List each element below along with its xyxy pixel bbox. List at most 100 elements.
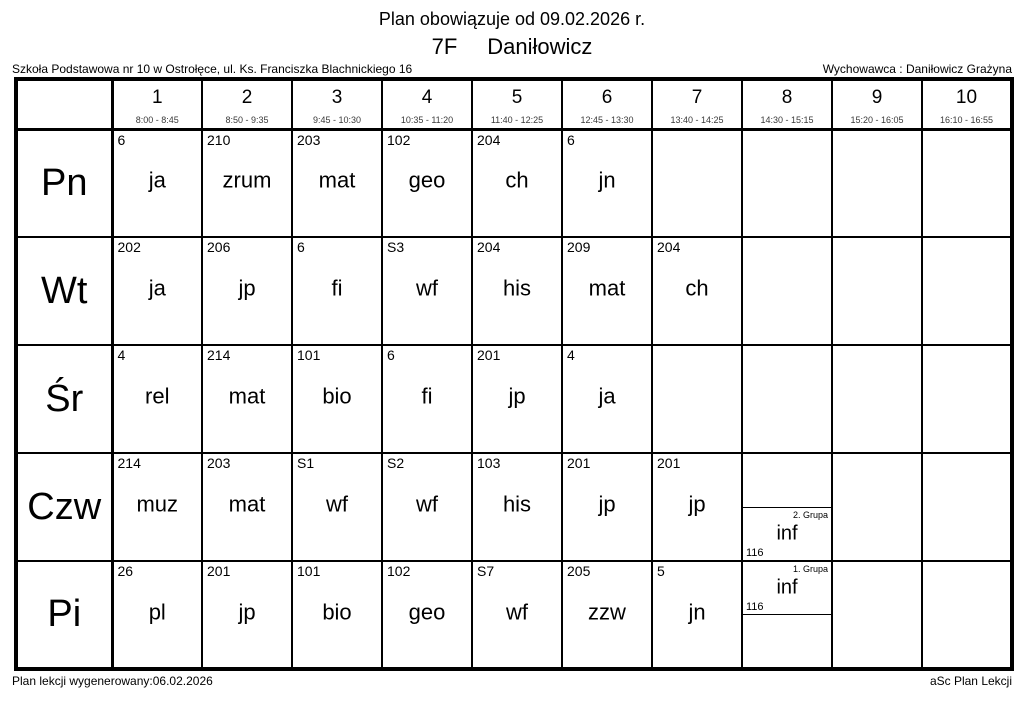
lesson-subject: muz (136, 491, 179, 517)
lesson-subject: geo (408, 598, 446, 624)
lesson-room: 204 (657, 239, 681, 255)
lesson-room: S2 (387, 455, 405, 471)
lesson-subject: rel (145, 383, 170, 409)
lesson-cell: 6 fi (381, 344, 473, 454)
lesson-room: 205 (567, 563, 591, 579)
day-label-czw: Czw (15, 452, 114, 562)
lesson-subject: zrum (222, 167, 272, 193)
period-number: 3 (331, 87, 343, 109)
period-number: 5 (511, 87, 523, 109)
lesson-subject: his (502, 275, 532, 301)
period-number: 4 (421, 87, 433, 109)
lesson-cell: S2 wf (381, 452, 473, 562)
lesson-room: 102 (387, 131, 411, 148)
day-label-wt: Wt (15, 236, 114, 346)
lesson-subject: fi (421, 383, 433, 409)
period-header: 9 15:20 - 16:05 (831, 78, 923, 131)
empty-cell (921, 128, 1013, 238)
lesson-room: 214 (117, 455, 141, 471)
lesson-room: S7 (477, 563, 495, 579)
lesson-cell: 202 ja (111, 236, 203, 346)
lesson-subject: bio (322, 383, 352, 409)
lesson-subject: jp (238, 275, 256, 301)
lesson-subject: wf (416, 491, 438, 517)
period-header: 2 8:50 - 9:35 (201, 78, 293, 131)
lesson-subject: mat (228, 491, 266, 517)
period-header: 10 16:10 - 16:55 (921, 78, 1013, 131)
lesson-cell: 201 jp (201, 560, 293, 670)
period-number: 8 (781, 87, 793, 109)
lesson-subject: jn (688, 598, 706, 624)
lesson-room: 6 (387, 347, 395, 363)
lesson-room: 116 (746, 601, 764, 613)
empty-cell (921, 452, 1013, 562)
lesson-subject: geo (408, 167, 446, 193)
lesson-cell: 102 geo (381, 128, 473, 238)
period-number: 10 (955, 87, 978, 109)
lesson-subject: jp (238, 598, 256, 624)
lesson-subject: wf (506, 598, 528, 624)
lesson-cell: S3 wf (381, 236, 473, 346)
lesson-subject: ja (598, 383, 616, 409)
lesson-subject: wf (326, 491, 348, 517)
lesson-cell: 210 zrum (201, 128, 293, 238)
lesson-room: 209 (567, 239, 591, 255)
lesson-subject: jp (688, 491, 706, 517)
lesson-room: 6 (297, 239, 305, 255)
lesson-room: 206 (207, 239, 231, 255)
lesson-room: 201 (207, 563, 231, 579)
lesson-cell: 201 jp (651, 452, 743, 562)
period-time: 12:45 - 13:30 (580, 115, 634, 126)
period-time: 11:40 - 12:25 (490, 115, 544, 126)
period-header: 5 11:40 - 12:25 (471, 78, 563, 131)
timetable-row-sr: Śr 4 rel 214 mat 101 bio 6 fi 201 jp 4 ja (15, 344, 1013, 454)
lesson-cell: S1 wf (291, 452, 383, 562)
timetable-row-pi: Pi 26 pl 201 jp 101 bio 102 geo S7 wf 205 zzw … (15, 560, 1013, 670)
lesson-subject: mat (588, 275, 626, 301)
empty-cell (831, 452, 923, 562)
lesson-room: 214 (207, 347, 231, 363)
lesson-subject: wf (416, 275, 438, 301)
period-number: 2 (241, 87, 253, 109)
empty-cell (651, 344, 743, 454)
lesson-room: 210 (207, 131, 231, 148)
group-label: 2. Grupa (792, 510, 828, 520)
period-time: 13:40 - 14:25 (670, 115, 724, 126)
timetable-row-czw: Czw 214 muz 203 mat S1 wf S2 wf 103 his 201 jp… (15, 452, 1013, 562)
lesson-cell: 5 jn (651, 560, 743, 670)
empty-cell (831, 344, 923, 454)
day-label-pn: Pn (15, 128, 114, 238)
lesson-cell: 6 ja (111, 128, 203, 238)
period-time: 9:45 - 10:30 (312, 115, 362, 126)
empty-cell (921, 560, 1013, 670)
lesson-room: 6 (117, 131, 126, 148)
period-time: 8:00 - 8:45 (135, 115, 179, 126)
group-label: 1. Grupa (792, 564, 828, 574)
period-header: 6 12:45 - 13:30 (561, 78, 653, 131)
lesson-room: 4 (567, 347, 575, 363)
period-header: 8 14:30 - 15:15 (741, 78, 833, 131)
lesson-cell: 4 rel (111, 344, 203, 454)
lesson-cell: 101 bio (291, 560, 383, 670)
empty-cell (741, 344, 833, 454)
lesson-room: 5 (657, 563, 665, 579)
lesson-subject: ja (148, 167, 166, 193)
lesson-subject: jn (598, 167, 616, 193)
lesson-room: S1 (297, 455, 315, 471)
lesson-subject: inf (776, 576, 798, 599)
homeroom-teacher: Wychowawca : Daniłowicz Grażyna (822, 62, 1012, 76)
lesson-cell: 209 mat (561, 236, 653, 346)
lesson-room: 102 (387, 563, 411, 579)
lesson-cell: 204 his (471, 236, 563, 346)
generated-date: Plan lekcji wygenerowany:06.02.2026 (12, 674, 213, 688)
lesson-room: 204 (477, 131, 501, 148)
lesson-room: 203 (297, 131, 321, 148)
info-bar: Szkoła Podstawowa nr 10 w Ostrołęce, ul.… (0, 62, 1024, 76)
period-time: 10:35 - 11:20 (400, 115, 454, 126)
period-header: 1 8:00 - 8:45 (111, 78, 203, 131)
lesson-room: 204 (477, 239, 501, 255)
period-time: 16:10 - 16:55 (939, 115, 994, 126)
class-code: 7F (431, 34, 458, 59)
lesson-room: 202 (117, 239, 141, 255)
period-time: 15:20 - 16:05 (850, 115, 904, 126)
